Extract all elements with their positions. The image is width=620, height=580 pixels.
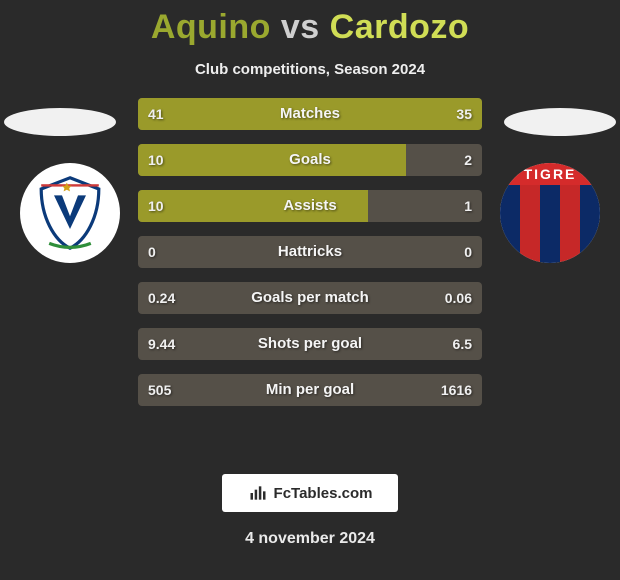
stat-label: Shots per goal — [138, 328, 482, 360]
halo-right — [504, 108, 616, 136]
stat-label: Matches — [138, 98, 482, 130]
comparison-title: Aquino vs Cardozo — [0, 0, 620, 47]
halo-left — [4, 108, 116, 136]
stat-label: Min per goal — [138, 374, 482, 406]
stat-label: Goals — [138, 144, 482, 176]
stat-row: 505Min per goal1616 — [138, 374, 482, 406]
stat-label: Hattricks — [138, 236, 482, 268]
player1-name: Aquino — [151, 8, 271, 46]
chart-icon — [248, 483, 268, 503]
title-vs: vs — [281, 8, 320, 46]
stat-row: 0Hattricks0 — [138, 236, 482, 268]
stat-label: Goals per match — [138, 282, 482, 314]
snapshot-date: 4 november 2024 — [0, 530, 620, 548]
brand-badge[interactable]: FcTables.com — [222, 474, 398, 512]
shield-icon — [30, 173, 110, 253]
stat-row: 10Assists1 — [138, 190, 482, 222]
stat-value-right: 6.5 — [453, 328, 472, 360]
stat-value-right: 1616 — [441, 374, 472, 406]
stat-label: Assists — [138, 190, 482, 222]
tigre-band: TIGRE — [500, 163, 600, 185]
tigre-stripes — [500, 185, 600, 263]
club-crest-right: TIGRE — [500, 163, 600, 263]
stat-value-right: 35 — [456, 98, 472, 130]
stat-row: 9.44Shots per goal6.5 — [138, 328, 482, 360]
brand-text: FcTables.com — [274, 485, 373, 502]
subtitle: Club competitions, Season 2024 — [0, 61, 620, 78]
stat-row: 10Goals2 — [138, 144, 482, 176]
comparison-arena: TIGRE 41Matches3510Goals210Assists10Hatt… — [0, 98, 620, 458]
stat-value-right: 2 — [464, 144, 472, 176]
stat-value-right: 0.06 — [445, 282, 472, 314]
stat-bars: 41Matches3510Goals210Assists10Hattricks0… — [138, 98, 482, 420]
stat-row: 0.24Goals per match0.06 — [138, 282, 482, 314]
stat-value-right: 1 — [464, 190, 472, 222]
stat-value-right: 0 — [464, 236, 472, 268]
player2-name: Cardozo — [330, 8, 470, 46]
stat-row: 41Matches35 — [138, 98, 482, 130]
club-crest-left — [20, 163, 120, 263]
